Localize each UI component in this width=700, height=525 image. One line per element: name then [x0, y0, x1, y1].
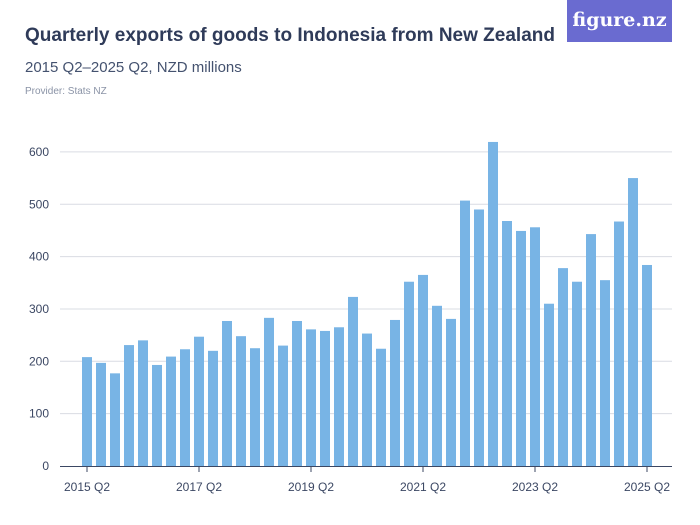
bar-2020-q3	[376, 348, 386, 466]
bar-2025-q1	[628, 178, 638, 466]
bar-2015-q4	[110, 373, 120, 466]
y-tick-label: 200	[29, 354, 49, 368]
x-tick-label: 2025 Q2	[624, 480, 670, 494]
bar-2021-q3	[432, 305, 442, 466]
y-tick-label: 400	[29, 250, 49, 264]
bar-2022-q1	[460, 200, 470, 466]
y-tick-label: 0	[42, 459, 49, 473]
bar-2024-q1	[572, 281, 582, 466]
bar-2015-q3	[96, 362, 106, 466]
bar-2020-q2	[362, 333, 372, 466]
bar-2018-q1	[236, 336, 246, 466]
bar-2017-q1	[180, 349, 190, 466]
bar-2016-q2	[138, 340, 148, 466]
bar-2016-q3	[152, 364, 162, 466]
y-tick-label: 600	[29, 145, 49, 159]
y-tick-label: 500	[29, 197, 49, 211]
bar-2018-q2	[250, 348, 260, 466]
bar-2023-q2	[530, 227, 540, 466]
bar-2016-q4	[166, 356, 176, 466]
x-tick-label: 2015 Q2	[64, 480, 110, 494]
bar-2020-q1	[348, 296, 358, 466]
bar-2017-q2	[194, 336, 204, 466]
chart-provider: Provider: Stats NZ	[25, 86, 107, 97]
bar-2018-q4	[278, 345, 288, 466]
bar-2016-q1	[124, 345, 134, 466]
bar-2019-q3	[320, 330, 330, 466]
bar-2015-q2	[82, 357, 92, 466]
bar-2023-q3	[544, 303, 554, 466]
chart-title: Quarterly exports of goods to Indonesia …	[25, 25, 555, 46]
bar-2023-q1	[516, 230, 526, 466]
bar-2020-q4	[390, 319, 400, 466]
bar-2024-q2	[586, 234, 596, 466]
bar-2025-q2	[642, 264, 652, 466]
bar-2022-q4	[502, 221, 512, 466]
bar-2021-q4	[446, 318, 456, 466]
bar-2021-q2	[418, 274, 428, 466]
bar-2017-q3	[208, 350, 218, 466]
bar-2022-q2	[474, 209, 484, 467]
chart-subtitle: 2015 Q2–2025 Q2, NZD millions	[25, 59, 242, 76]
bar-2024-q3	[600, 280, 610, 466]
x-tick-label: 2023 Q2	[512, 480, 558, 494]
x-tick-label: 2017 Q2	[176, 480, 222, 494]
bar-2019-q4	[334, 327, 344, 466]
bar-2021-q1	[404, 281, 414, 466]
bar-2019-q2	[306, 329, 316, 466]
bar-2019-q1	[292, 320, 302, 466]
bar-2018-q3	[264, 317, 274, 466]
bar-2023-q4	[558, 268, 568, 466]
x-tick-label: 2021 Q2	[400, 480, 446, 494]
bar-2017-q4	[222, 320, 232, 466]
x-tick-label: 2019 Q2	[288, 480, 334, 494]
chart-header: Quarterly exports of goods to Indonesia …	[25, 22, 555, 99]
bar-2022-q3	[488, 141, 498, 467]
y-tick-label: 100	[29, 407, 49, 421]
y-tick-label: 300	[29, 302, 49, 316]
figure-nz-logo[interactable]: figure.nz	[567, 0, 672, 42]
bar-2024-q4	[614, 221, 624, 466]
